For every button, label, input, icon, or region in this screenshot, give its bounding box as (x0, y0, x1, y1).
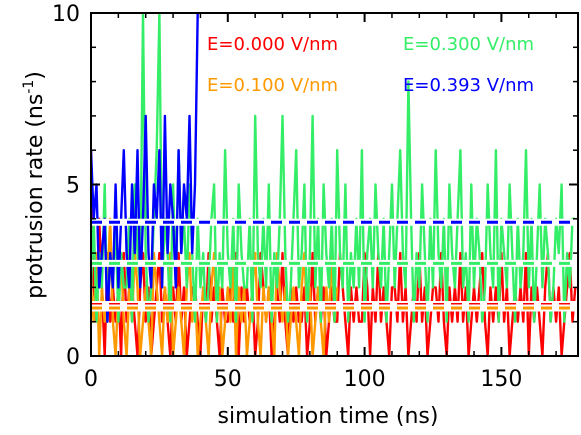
y-tick-label-5: 5 (66, 174, 80, 199)
legend-entry-3: E=0.393 V/nm (403, 75, 534, 96)
tick-layer: 0 50 100 150 0 5 10 (52, 2, 578, 392)
x-tick-label-150: 150 (480, 367, 522, 392)
mean-layer (91, 218, 578, 312)
legend-entry-1: E=0.300 V/nm (403, 34, 534, 55)
y-tick-label-10: 10 (52, 2, 80, 27)
x-axis-label: simulation time (ns) (218, 404, 439, 429)
x-tick-label-0: 0 (84, 367, 98, 392)
y-axis-label-sup: -1 (21, 80, 37, 94)
y-axis-label: protrusion rate (ns-1) (21, 71, 48, 299)
legend-entry-2: E=0.100 V/nm (207, 75, 338, 96)
y-axis-label-close: ) (23, 71, 48, 80)
y-axis-label-main: protrusion rate (ns (23, 94, 48, 299)
legend-entry-0: E=0.000 V/nm (207, 34, 338, 55)
series-line-3 (91, 13, 199, 323)
legend: E=0.000 V/nm E=0.300 V/nm E=0.100 V/nm E=0.… (207, 34, 534, 96)
x-tick-label-100: 100 (344, 367, 386, 392)
x-tick-label-50: 50 (214, 367, 242, 392)
y-tick-label-0: 0 (66, 345, 80, 370)
